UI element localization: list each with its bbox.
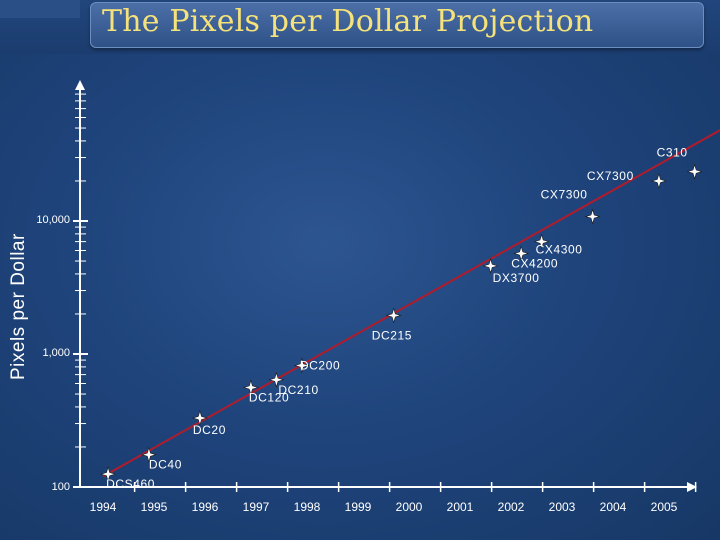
- data-point-marker: [686, 163, 703, 180]
- header-accent: [0, 0, 80, 18]
- data-point-label: DC40: [149, 458, 182, 472]
- data-point-marker: [242, 379, 259, 396]
- data-point-label: CX4300: [536, 243, 583, 257]
- x-tick-label: 1996: [192, 500, 219, 514]
- x-tick-label: 2001: [447, 500, 474, 514]
- data-point-label: DC120: [249, 390, 289, 404]
- data-point-marker: [293, 357, 310, 374]
- data-point-label: DC200: [300, 358, 340, 372]
- data-point-label: CX7300: [587, 169, 634, 183]
- data-point-marker: [650, 172, 667, 190]
- x-tick-label: 2003: [549, 500, 576, 514]
- data-point-label: DC20: [193, 423, 226, 437]
- trend-line: [102, 129, 720, 478]
- y-axis-arrow: [75, 80, 85, 90]
- data-point-label: DC215: [372, 328, 412, 342]
- data-point-label: DC210: [278, 383, 318, 397]
- x-tick-label: 2005: [651, 500, 678, 514]
- x-tick-label: 1995: [141, 500, 168, 514]
- data-point-marker: [140, 446, 157, 463]
- x-tick-label: 1999: [345, 500, 372, 514]
- data-point-marker: [100, 466, 117, 483]
- x-tick-label: 1998: [294, 500, 321, 514]
- y-tick-label: 10,000: [36, 214, 70, 226]
- x-tick-label: 2002: [498, 500, 525, 514]
- data-point-label: CX7300: [541, 188, 588, 202]
- data-point-label: C310: [657, 146, 688, 160]
- data-point-label: DX3700: [493, 271, 540, 285]
- x-tick-label: 2000: [396, 500, 423, 514]
- data-point-marker: [191, 409, 208, 427]
- data-point-label: DCS460: [106, 477, 155, 491]
- x-axis-arrow: [687, 482, 697, 492]
- title-panel: [90, 2, 704, 48]
- data-point-marker: [268, 371, 285, 388]
- chart-title: The Pixels per Dollar Projection: [102, 4, 594, 39]
- y-axis-label: Pixels per Dollar: [8, 233, 29, 380]
- x-tick-label: 2004: [600, 500, 627, 514]
- data-point-marker: [513, 245, 530, 262]
- x-tick-label: 1997: [243, 500, 270, 514]
- x-tick-label: 1994: [90, 500, 117, 514]
- data-point-label: CX4200: [511, 256, 558, 270]
- data-point-marker: [385, 307, 402, 324]
- data-point-marker: [533, 233, 550, 250]
- y-tick-label: 100: [52, 481, 70, 493]
- data-point-marker: [584, 208, 601, 225]
- data-point-marker: [482, 257, 499, 274]
- y-tick-label: 1,000: [42, 347, 70, 359]
